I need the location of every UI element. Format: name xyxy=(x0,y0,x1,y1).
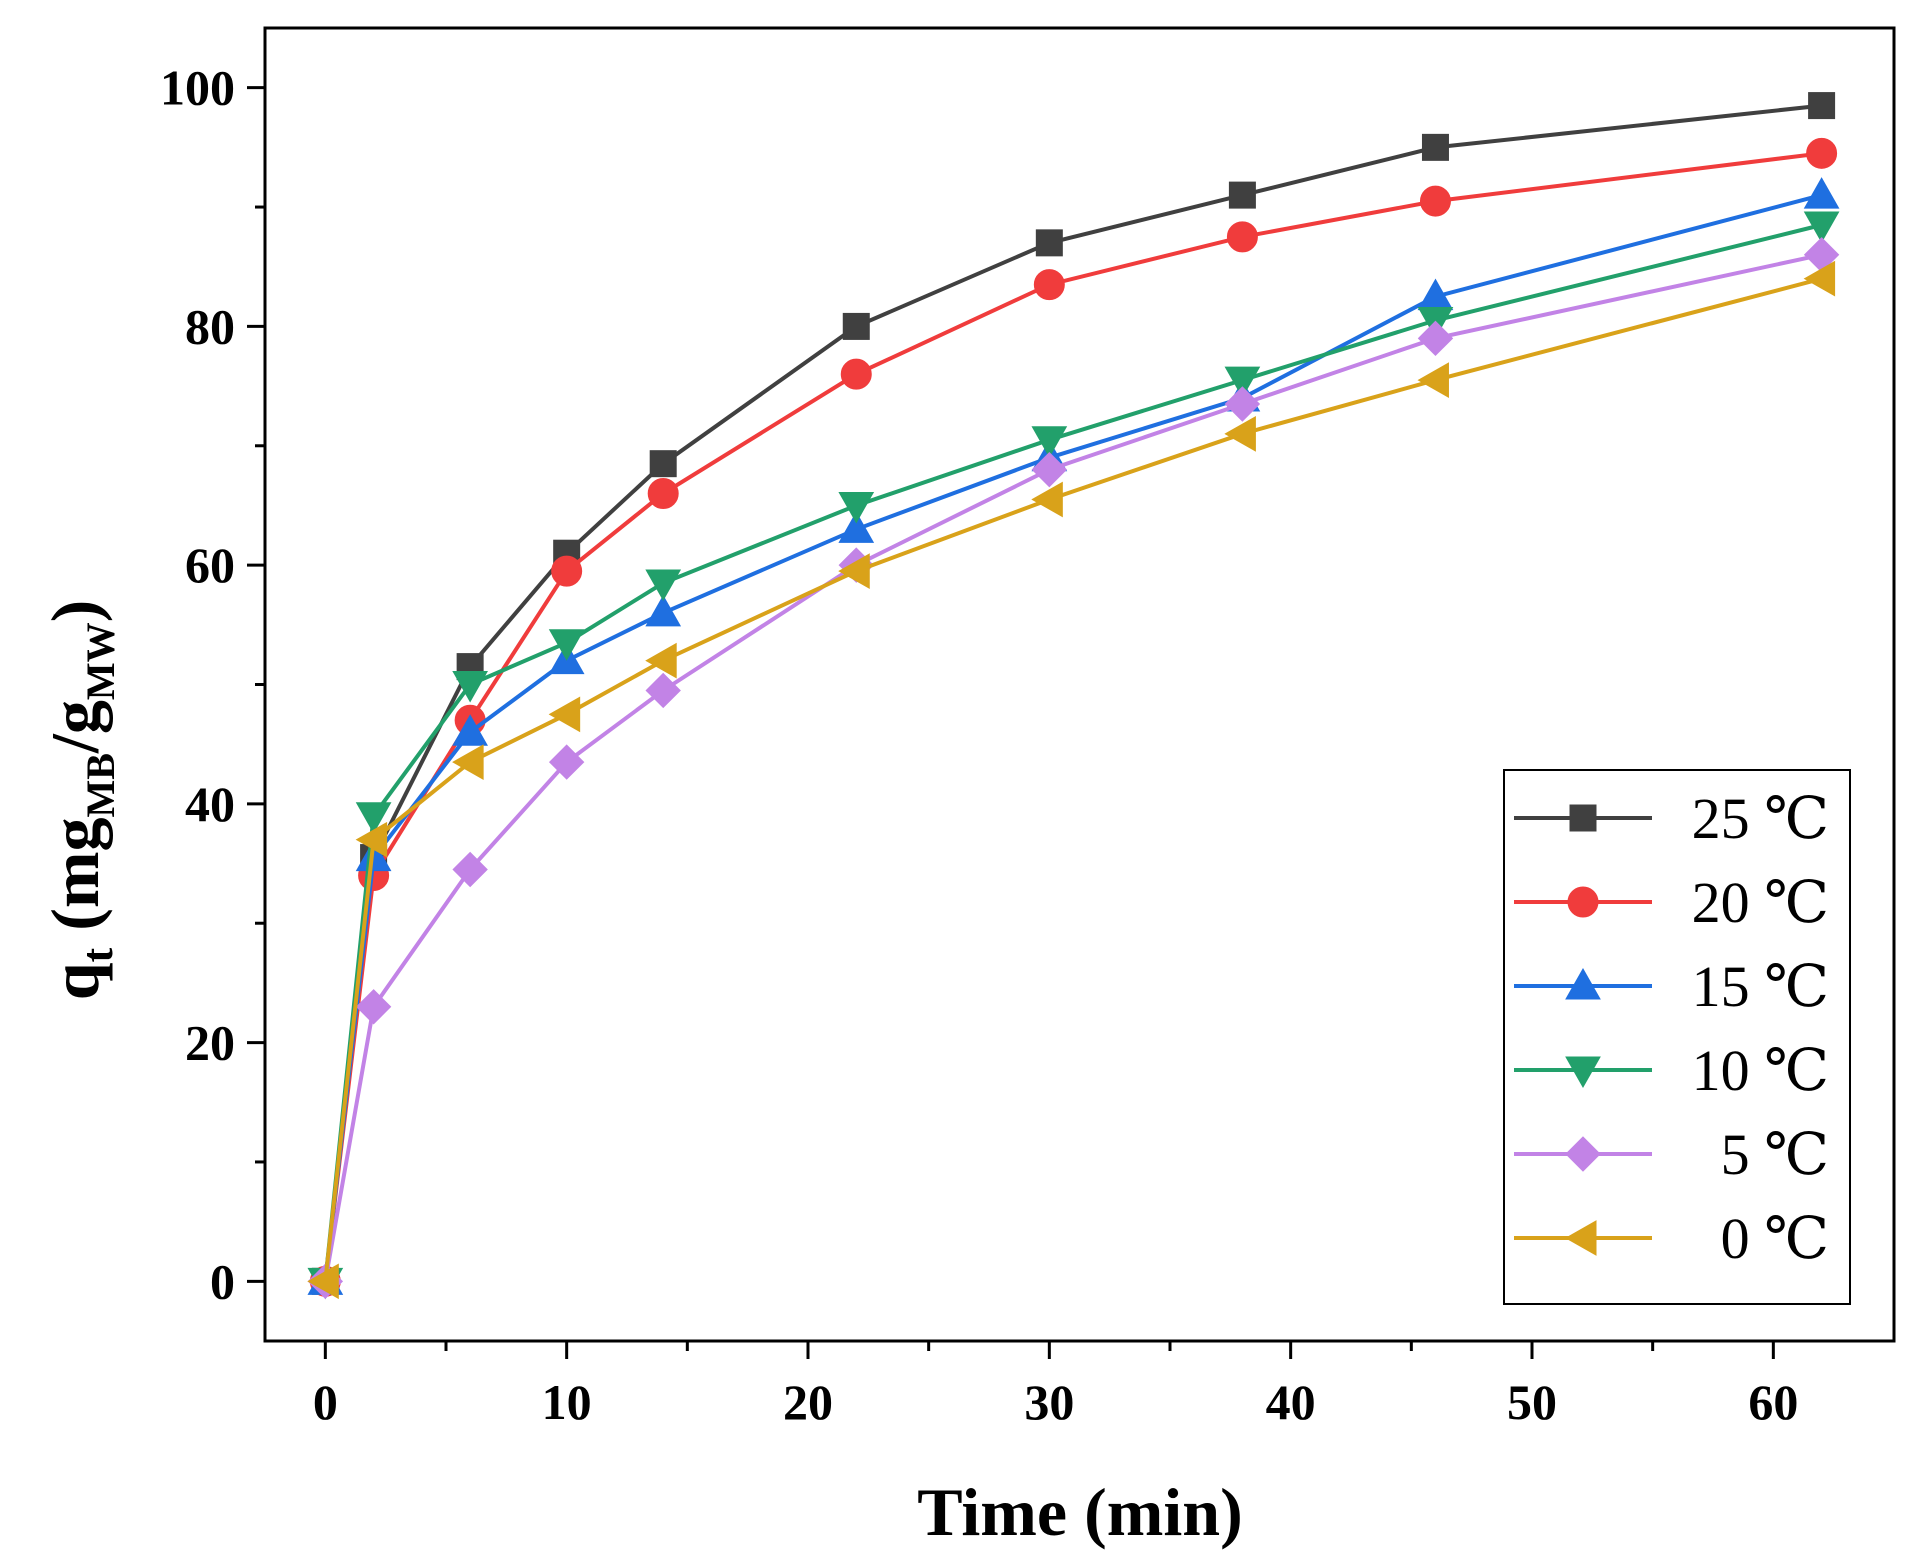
data-point xyxy=(1031,451,1068,488)
data-point xyxy=(838,511,875,543)
legend-marker xyxy=(1565,1136,1601,1172)
series-line-2 xyxy=(323,193,1823,1282)
y-tick-label: 0 xyxy=(210,1253,235,1309)
x-tick-label: 20 xyxy=(783,1374,833,1430)
data-point xyxy=(1808,92,1836,120)
legend-label: 5 ℃ xyxy=(1721,1122,1829,1187)
data-point xyxy=(838,491,875,524)
data-point xyxy=(548,744,585,780)
legend-label: 20 ℃ xyxy=(1692,870,1829,935)
data-point xyxy=(307,1263,339,1300)
legend-marker xyxy=(1564,1220,1597,1256)
series-line-0 xyxy=(323,103,1822,1282)
x-tick-label: 10 xyxy=(542,1374,592,1430)
legend-marker xyxy=(1569,804,1597,832)
x-tick-label: 30 xyxy=(1024,1374,1074,1430)
data-point xyxy=(1803,177,1840,209)
data-point xyxy=(1226,221,1258,253)
legend-label: 25 ℃ xyxy=(1692,786,1829,851)
legend-marker xyxy=(1565,1056,1601,1089)
series-line-4 xyxy=(323,252,1823,1282)
y-tick-label: 100 xyxy=(160,60,235,116)
data-point xyxy=(355,821,388,858)
data-point xyxy=(452,714,488,746)
legend-label: 15 ℃ xyxy=(1692,954,1829,1019)
data-point xyxy=(645,594,682,627)
data-point xyxy=(1033,269,1065,301)
data-point xyxy=(1417,362,1449,398)
data-point xyxy=(452,671,488,703)
data-point xyxy=(355,989,392,1025)
x-tick-label: 50 xyxy=(1507,1374,1557,1430)
data-point xyxy=(842,312,870,340)
data-point xyxy=(1803,211,1840,243)
data-point xyxy=(452,851,488,888)
plot-layer: 0 10 20 30 40 50 60 0 20 40 60 80 100 xyxy=(160,26,1896,1430)
y-tick-label: 40 xyxy=(185,776,235,832)
data-point xyxy=(840,358,872,390)
legend-label: 10 ℃ xyxy=(1692,1038,1829,1103)
data-point xyxy=(1806,137,1838,169)
data-point xyxy=(1035,229,1063,257)
data-point xyxy=(645,672,681,709)
legend: 25 ℃ 20 ℃ 15 ℃ 10 ℃ 5 ℃ 0 ℃ xyxy=(1503,769,1851,1305)
data-point xyxy=(645,642,677,679)
data-point xyxy=(452,744,484,780)
data-point xyxy=(1031,481,1063,518)
data-point xyxy=(649,450,677,478)
y-tick-label: 60 xyxy=(185,537,235,593)
x-tick-label: 0 xyxy=(313,1374,338,1430)
series-line-3 xyxy=(323,223,1823,1282)
data-point xyxy=(551,555,583,587)
data-point xyxy=(1419,185,1451,217)
data-point xyxy=(548,696,581,733)
data-point xyxy=(1224,386,1261,422)
data-point xyxy=(1417,320,1454,357)
y-tick-label: 20 xyxy=(185,1015,235,1071)
data-point xyxy=(1421,133,1449,161)
data-point xyxy=(1224,366,1261,399)
legend-box xyxy=(1503,769,1851,1305)
series-line-5 xyxy=(323,276,1823,1282)
data-point xyxy=(1803,260,1836,297)
data-point xyxy=(838,553,870,589)
x-axis-title: Time (min) xyxy=(917,1474,1243,1550)
legend-label: 0 ℃ xyxy=(1721,1206,1829,1271)
data-point xyxy=(355,802,392,834)
y-tick-label: 80 xyxy=(185,298,235,354)
data-point xyxy=(548,629,585,661)
legend-marker xyxy=(1567,886,1599,918)
data-point xyxy=(1224,415,1256,452)
x-tick-label: 40 xyxy=(1266,1374,1316,1430)
data-point xyxy=(647,478,679,510)
data-point xyxy=(645,569,682,602)
data-point xyxy=(1031,426,1068,458)
legend-marker xyxy=(1565,967,1601,1000)
y-axis-title: qt (mgMB/gMW) xyxy=(37,600,123,1001)
x-tick-label: 60 xyxy=(1748,1374,1798,1430)
data-point xyxy=(1228,181,1256,209)
